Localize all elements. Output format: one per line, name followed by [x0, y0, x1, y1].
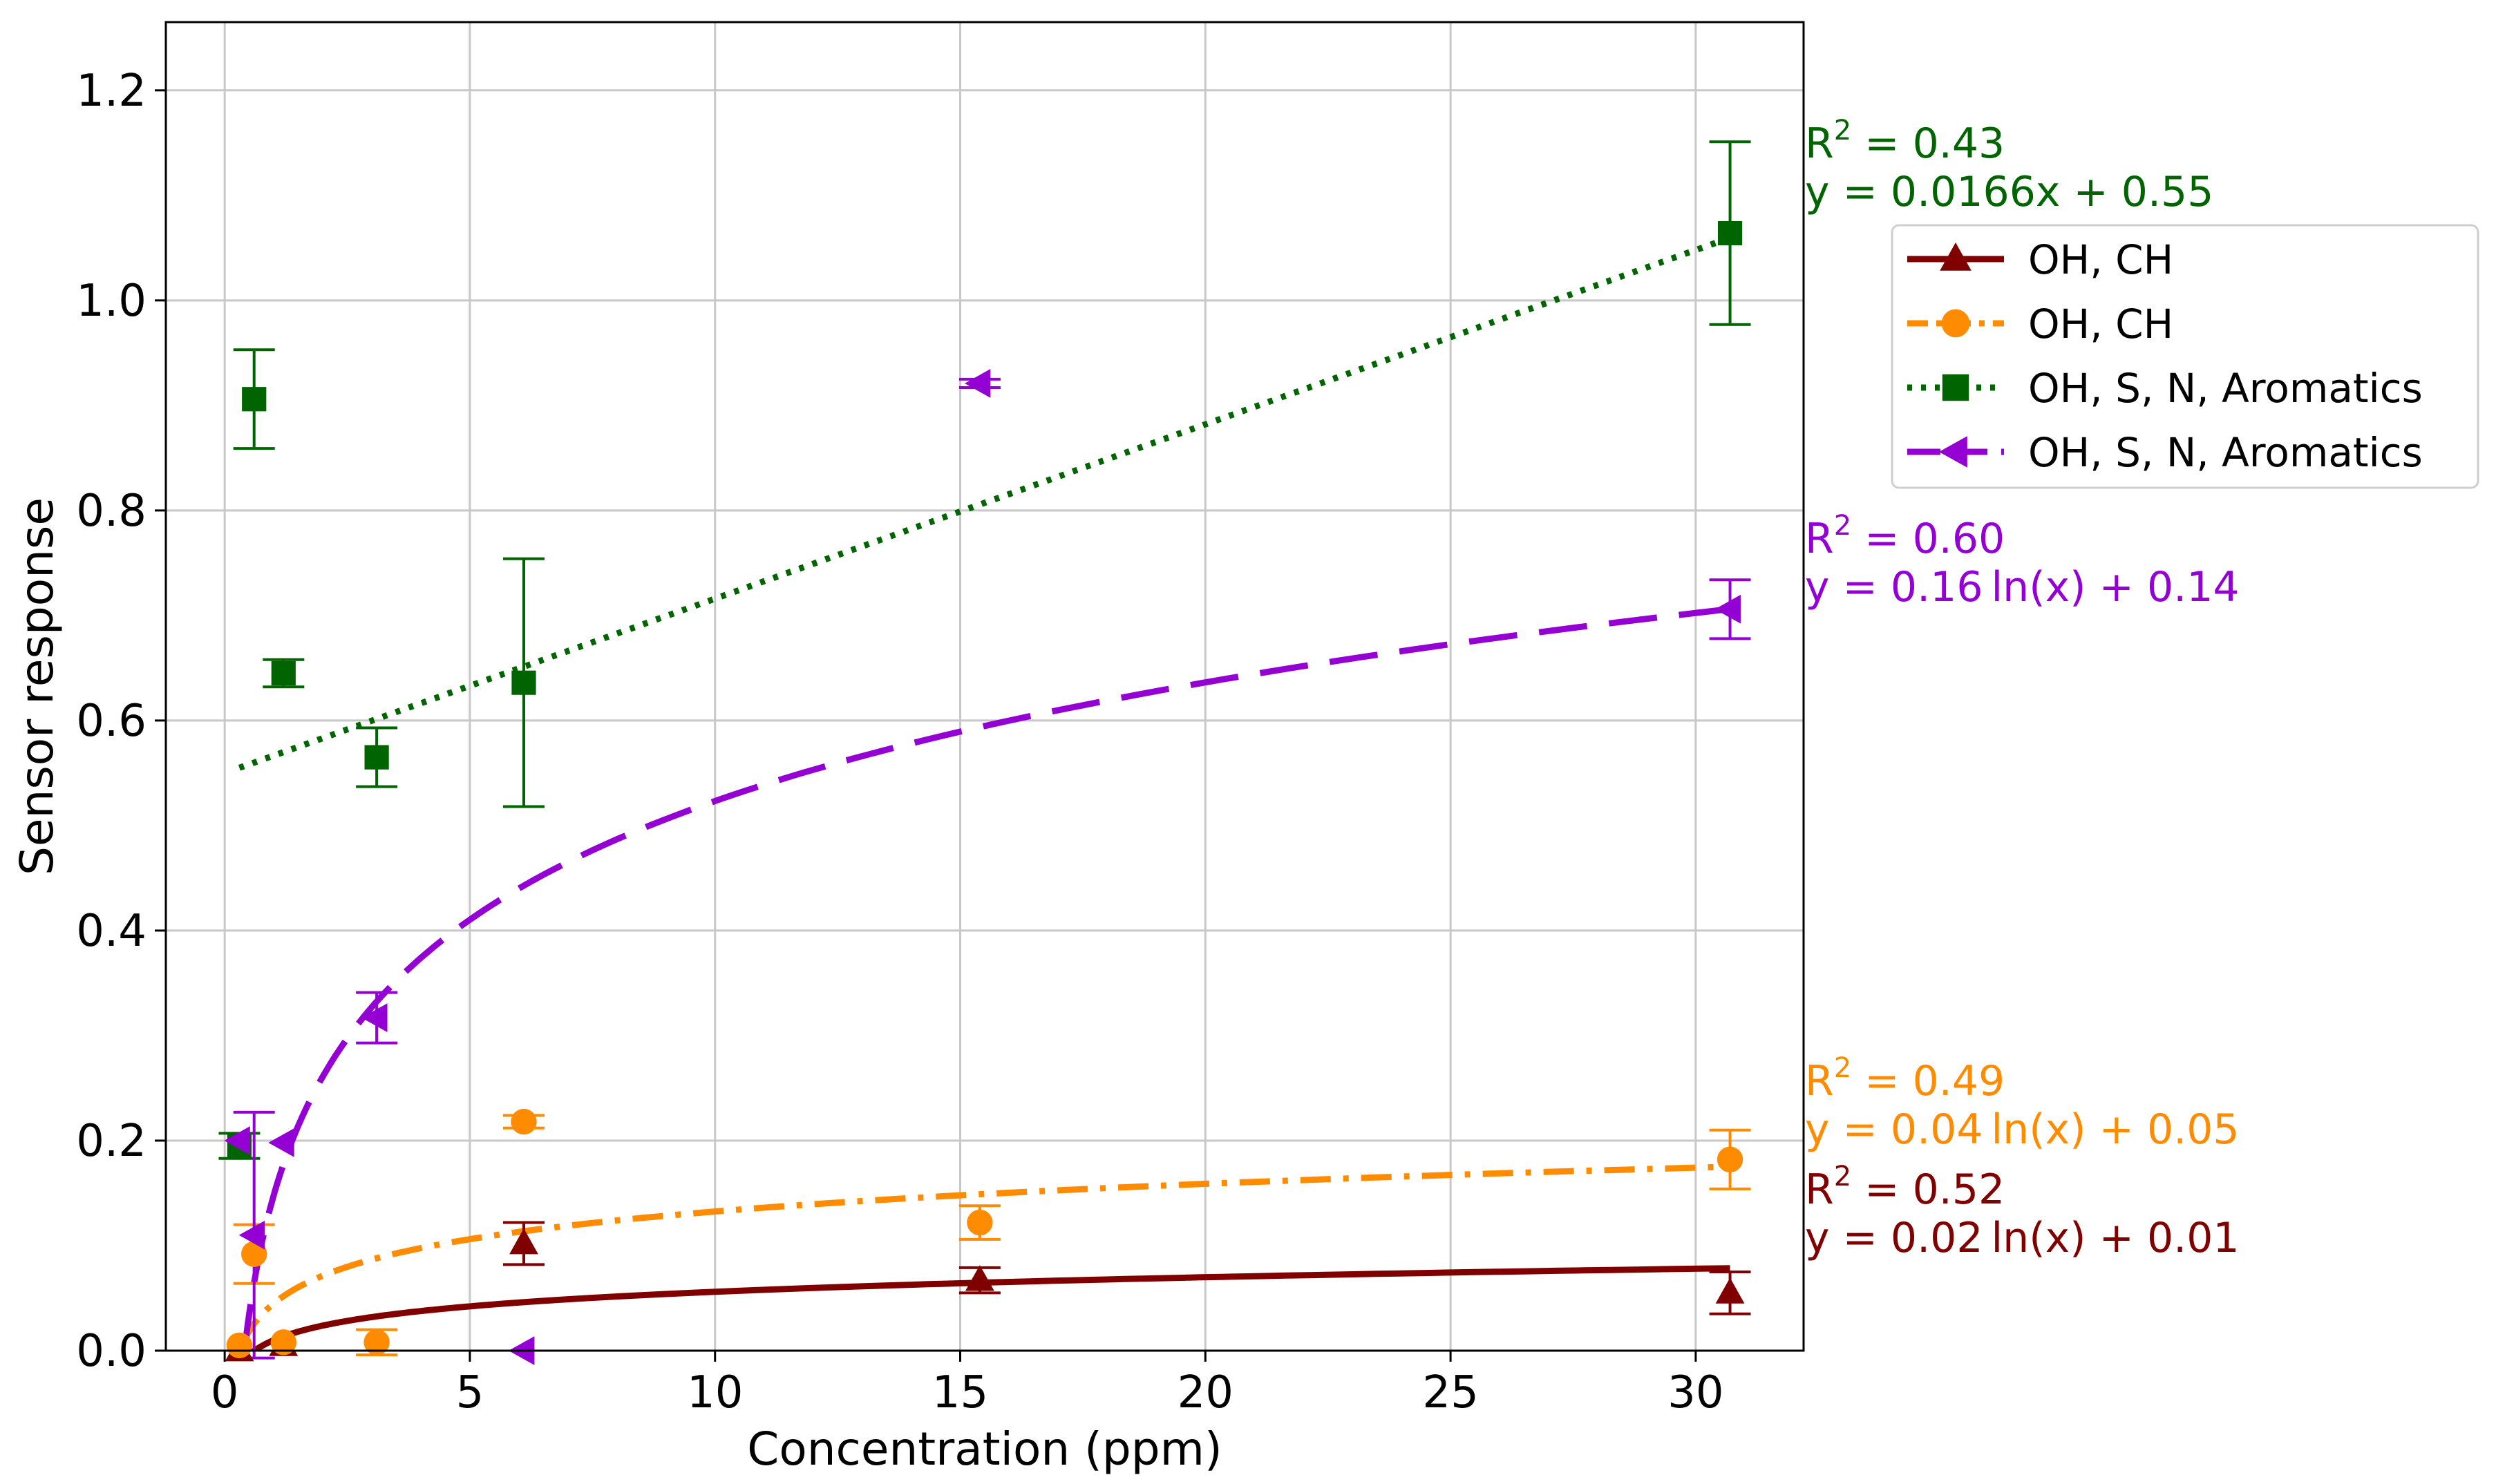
legend-marker — [1940, 242, 1972, 271]
x-tick-label: 25 — [1422, 1367, 1478, 1418]
legend-label: OH, S, N, Aromatics — [2028, 365, 2423, 412]
r-squared-label: R2 = 0.60 — [1805, 510, 2005, 563]
data-point — [268, 1128, 294, 1157]
x-axis-ticks: 0 5 10 15 20 25 30 — [211, 1351, 1724, 1418]
fit-equation: y = 0.02 ln(x) + 0.01 — [1805, 1214, 2240, 1262]
y-tick-label: 1.0 — [76, 276, 146, 327]
fit-line — [238, 234, 1732, 771]
fit-line — [238, 1163, 1730, 1347]
y-axis-title: Sensor response — [10, 497, 64, 875]
data-point — [967, 1209, 993, 1236]
legend: OH, CH OH, CH OH, S, N, Aromatics OH, S, N,… — [1891, 224, 2479, 489]
y-tick-label: 0.0 — [76, 1326, 146, 1377]
data-point — [511, 670, 536, 695]
x-tick-label: 20 — [1178, 1367, 1233, 1418]
y-axis-ticks: 0.0 0.2 0.4 0.6 0.8 1.0 1.2 — [76, 66, 166, 1377]
data-markers — [224, 220, 1745, 1365]
x-tick-label: 10 — [687, 1367, 743, 1418]
fit-equation: y = 0.04 ln(x) + 0.05 — [1805, 1105, 2240, 1154]
r-squared-label: R2 = 0.49 — [1805, 1052, 2005, 1105]
data-point — [238, 1220, 265, 1250]
data-point — [965, 1265, 994, 1291]
fit-equation: y = 0.0166x + 0.55 — [1805, 168, 2213, 216]
r-squared-label: R2 = 0.43 — [1805, 115, 2005, 168]
data-point — [270, 1329, 296, 1355]
data-point — [226, 1332, 253, 1359]
y-tick-label: 1.2 — [76, 66, 146, 117]
legend-label: OH, CH — [2028, 236, 2173, 283]
y-tick-label: 0.6 — [76, 696, 146, 747]
data-point — [1714, 594, 1741, 624]
r-squared-label: R2 = 0.52 — [1805, 1161, 2005, 1214]
fit-line — [241, 606, 1731, 1351]
y-tick-label: 0.2 — [76, 1116, 146, 1167]
x-axis-title: Concentration (ppm) — [747, 1423, 1222, 1476]
legend-marker — [1941, 309, 1970, 338]
data-point — [964, 369, 991, 398]
x-tick-label: 15 — [932, 1367, 988, 1418]
x-tick-label: 30 — [1667, 1367, 1723, 1418]
legend-box — [1891, 224, 2479, 489]
data-point — [1715, 1277, 1745, 1304]
legend-marker — [1939, 436, 1967, 468]
x-tick-label: 0 — [211, 1367, 239, 1418]
data-point — [361, 1003, 388, 1033]
fit-equation: y = 0.16 ln(x) + 0.14 — [1805, 563, 2240, 611]
data-point — [363, 1329, 390, 1355]
legend-label: OH, CH — [2028, 301, 2173, 348]
data-point — [271, 660, 296, 686]
data-point — [509, 1228, 538, 1255]
data-point — [224, 1126, 250, 1155]
x-tick-label: 5 — [456, 1367, 484, 1418]
legend-label: OH, S, N, Aromatics — [2028, 429, 2423, 476]
data-point — [511, 1108, 537, 1135]
y-tick-label: 0.8 — [76, 486, 146, 537]
y-tick-label: 0.4 — [76, 906, 146, 957]
data-point — [1717, 220, 1743, 246]
data-point — [242, 387, 267, 412]
data-point — [241, 1241, 267, 1267]
data-point — [1717, 1146, 1743, 1173]
data-point — [364, 745, 389, 770]
plot-frame — [164, 21, 1805, 1352]
legend-marker — [1942, 374, 1969, 401]
